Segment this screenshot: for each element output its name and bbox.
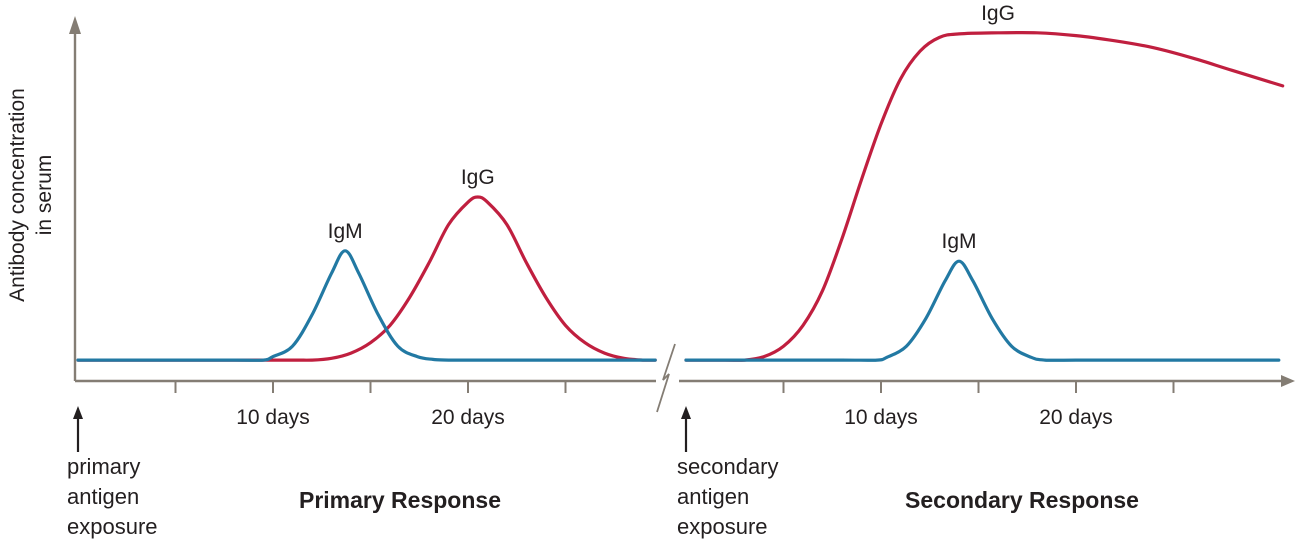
tick-label-secondary-day10: 10 days	[844, 406, 918, 429]
curve-label-secondary-igm: IgM	[941, 230, 976, 253]
x-axis-arrowhead-icon	[1281, 375, 1295, 387]
primary-exposure-label: primary antigen exposure	[67, 452, 158, 542]
curve-label-secondary-igg: IgG	[981, 2, 1015, 25]
y-axis-title: Antibody concentration in serum	[4, 25, 58, 365]
primary-exposure-arrowhead-icon	[73, 406, 83, 419]
y-axis-arrowhead-icon	[69, 16, 81, 34]
primary-exposure-label-line2: antigen	[67, 484, 140, 509]
primary-exposure-label-line1: primary	[67, 454, 141, 479]
secondary-exposure-label: secondary antigen exposure	[677, 452, 779, 542]
curve-secondary-igm	[684, 259, 1281, 362]
curve-label-primary-igm: IgM	[328, 220, 363, 243]
curve-primary-igm	[76, 249, 657, 362]
secondary-exposure-arrowhead-icon	[681, 406, 691, 419]
curve-primary-igg	[76, 195, 657, 362]
primary-exposure-label-line3: exposure	[67, 514, 158, 539]
axis-break-icon	[656, 343, 676, 413]
primary-response-label: Primary Response	[299, 487, 501, 513]
secondary-exposure-label-line3: exposure	[677, 514, 768, 539]
tick-label-primary-day20: 20 days	[431, 406, 505, 429]
secondary-exposure-label-line1: secondary	[677, 454, 779, 479]
tick-label-primary-day10: 10 days	[236, 406, 310, 429]
y-axis-title-line1: Antibody concentration	[6, 88, 29, 302]
secondary-exposure-label-line2: antigen	[677, 484, 750, 509]
secondary-response-label: Secondary Response	[905, 487, 1139, 513]
y-axis-title-line2: in serum	[33, 154, 56, 236]
curve-secondary-igg	[684, 30, 1285, 362]
tick-label-secondary-day20: 20 days	[1039, 406, 1113, 429]
curve-label-primary-igg: IgG	[461, 166, 495, 189]
